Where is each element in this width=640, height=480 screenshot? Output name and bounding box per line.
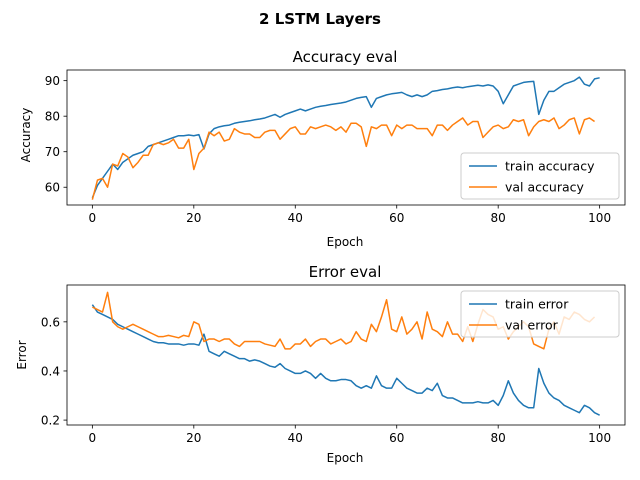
accuracy-series-0-line bbox=[91, 76, 600, 199]
accuracy-y-tick-label: 90 bbox=[45, 74, 60, 88]
error-x-tick-label: 60 bbox=[389, 431, 404, 445]
accuracy-y-label: Accuracy bbox=[19, 108, 33, 163]
accuracy-y-tick-label: 60 bbox=[45, 181, 60, 195]
error-y-tick-label: 0.2 bbox=[41, 414, 60, 428]
accuracy-x-label: Epoch bbox=[327, 235, 364, 249]
accuracy-series-1-line bbox=[91, 117, 595, 200]
error-legend: train error val error bbox=[460, 290, 620, 338]
error-legend-label-1: val error bbox=[505, 318, 559, 333]
error-x-tick-label: 20 bbox=[186, 431, 201, 445]
error-chart-title: Error eval bbox=[309, 263, 382, 281]
error-y-tick-label: 0.4 bbox=[41, 364, 60, 378]
accuracy-legend-box bbox=[460, 152, 620, 200]
accuracy-legend-label-0: train accuracy bbox=[505, 159, 595, 174]
error-legend-label-0: train error bbox=[505, 297, 569, 312]
figure-suptitle: 2 LSTM Layers bbox=[259, 10, 381, 28]
accuracy-x-tick-label: 60 bbox=[389, 211, 404, 225]
accuracy-chart-title: Accuracy eval bbox=[293, 48, 398, 66]
accuracy-legend: train accuracy val accuracy bbox=[460, 152, 620, 200]
accuracy-x-tick-label: 20 bbox=[186, 211, 201, 225]
accuracy-x-tick-label: 0 bbox=[89, 211, 97, 225]
accuracy-x-tick-label: 80 bbox=[491, 211, 506, 225]
error-series-0-line bbox=[91, 304, 600, 416]
accuracy-y-tick-label: 80 bbox=[45, 110, 60, 124]
accuracy-y-tick-label: 70 bbox=[45, 145, 60, 159]
accuracy-x-tick-label: 40 bbox=[288, 211, 303, 225]
error-chart: Error eval Epoch Error 0 20 40 60 80 100 0.2 0.… bbox=[15, 263, 626, 465]
error-axes-frame bbox=[66, 284, 626, 426]
error-x-tick-label: 40 bbox=[288, 431, 303, 445]
error-x-tick-label: 100 bbox=[588, 431, 611, 445]
error-x-tick-label: 80 bbox=[491, 431, 506, 445]
accuracy-axes-frame bbox=[66, 69, 626, 206]
accuracy-chart: Accuracy eval Epoch Accuracy 0 20 40 60 80 10… bbox=[19, 48, 626, 249]
error-y-label: Error bbox=[15, 340, 29, 369]
error-y-tick-label: 0.6 bbox=[41, 315, 60, 329]
accuracy-legend-label-1: val accuracy bbox=[505, 180, 585, 195]
accuracy-x-tick-label: 100 bbox=[588, 211, 611, 225]
error-x-tick-label: 0 bbox=[89, 431, 97, 445]
error-x-label: Epoch bbox=[327, 451, 364, 465]
error-legend-box bbox=[460, 290, 620, 338]
